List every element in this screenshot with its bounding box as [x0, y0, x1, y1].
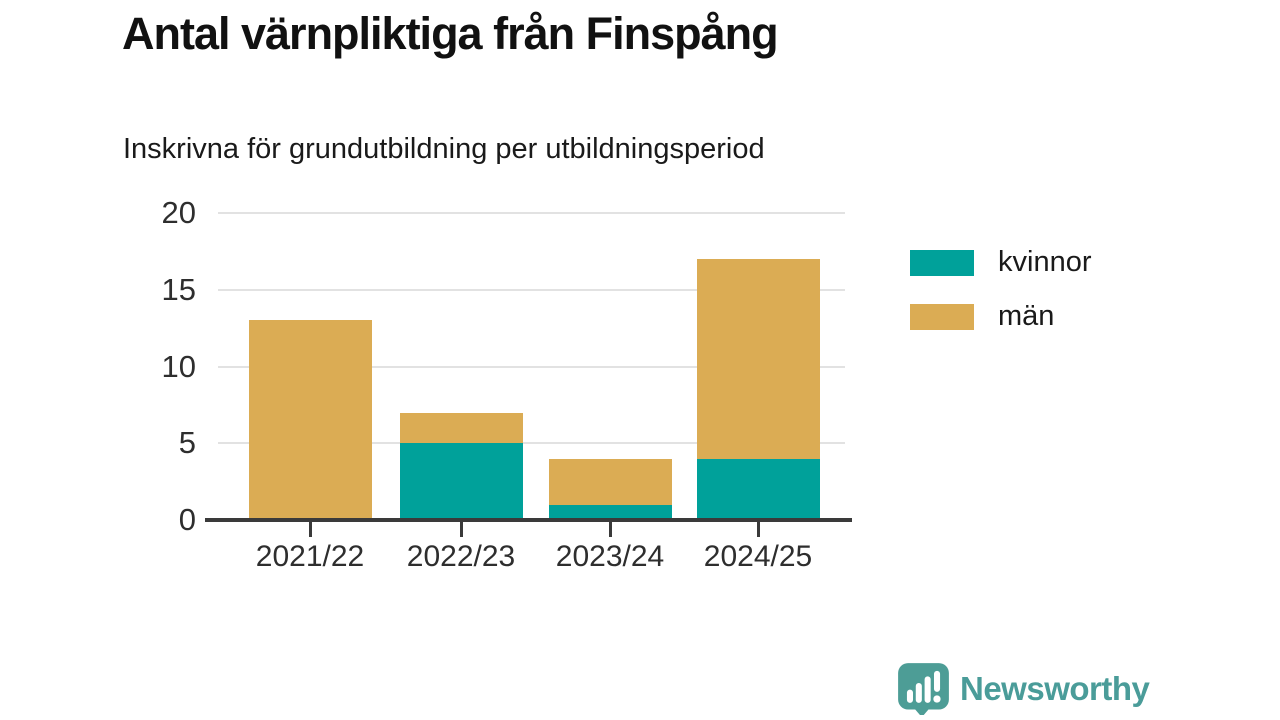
x-tick-label-2024/25: 2024/25	[703, 540, 813, 573]
x-tick-2021/22	[308, 522, 312, 537]
bar-segment-män-2023/24	[548, 458, 672, 505]
y-tick-label-0: 0	[178, 502, 196, 537]
logo-exclamation-dot	[933, 695, 941, 703]
bar-segment-kvinnor-2024/25	[696, 458, 820, 520]
bar-segment-män-2024/25	[696, 259, 820, 459]
bar-segment-män-2021/22	[248, 320, 372, 520]
legend-item-man: män	[910, 300, 1092, 333]
logo-exclamation-stem	[933, 670, 941, 692]
x-tick-2022/23	[459, 522, 463, 537]
newsworthy-logo-text: Newsworthy	[960, 669, 1150, 707]
bar-segment-kvinnor-2023/24	[548, 504, 672, 520]
x-tick-2024/25	[756, 522, 760, 537]
y-tick-label-15: 15	[161, 271, 196, 307]
logo-bar-medium	[915, 682, 922, 703]
x-axis-line	[205, 518, 852, 522]
gridline-15	[218, 288, 845, 291]
y-tick-label-20: 20	[161, 195, 196, 230]
bar-segment-män-2022/23	[399, 412, 523, 444]
gridline-5	[218, 442, 845, 445]
bar-segment-kvinnor-2022/23	[399, 443, 523, 520]
legend-label-man: män	[998, 300, 1055, 332]
chart-legend: kvinnor män	[910, 246, 1092, 354]
x-tick-label-2022/23: 2022/23	[406, 540, 516, 573]
chart-subtitle: Inskrivna för grundutbildning per utbild…	[123, 133, 765, 165]
gridline-20	[218, 212, 845, 214]
newsworthy-logo-icon	[898, 663, 949, 715]
legend-swatch-man	[910, 303, 974, 330]
x-tick-label-2021/22: 2021/22	[255, 540, 365, 573]
chart-title: Antal värnpliktiga från Finspång	[122, 8, 779, 59]
y-tick-label-5: 5	[178, 425, 196, 461]
gridline-10	[218, 365, 845, 368]
logo-bar-small	[906, 689, 914, 703]
legend-label-kvinnor: kvinnor	[998, 246, 1092, 278]
x-tick-label-2023/24: 2023/24	[555, 540, 665, 573]
x-tick-2023/24	[608, 522, 612, 537]
legend-item-kvinnor: kvinnor	[910, 246, 1092, 279]
y-tick-label-10: 10	[161, 348, 196, 384]
logo-bar-large	[924, 676, 931, 703]
legend-swatch-kvinnor	[910, 249, 974, 276]
newsworthy-branding: Newsworthy	[897, 662, 1150, 715]
